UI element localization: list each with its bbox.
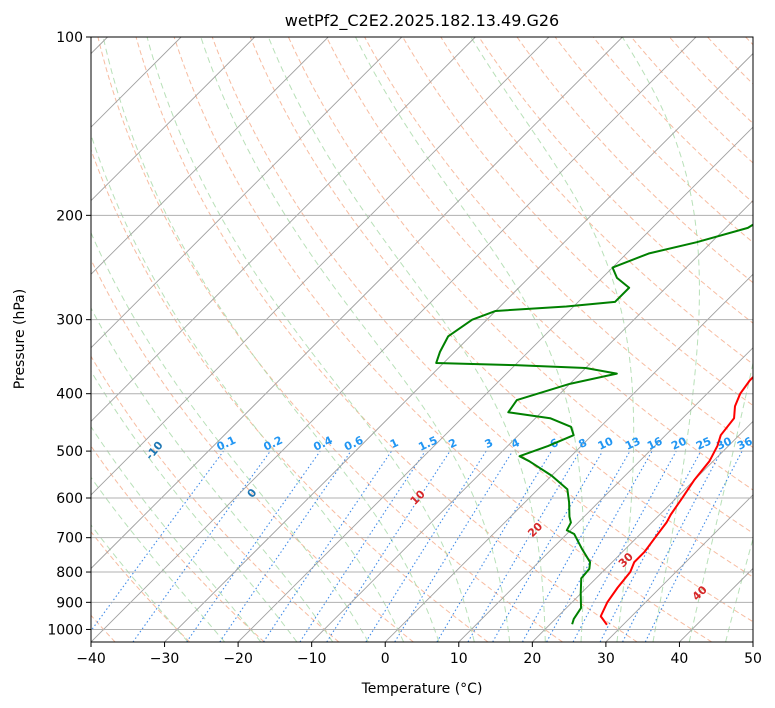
isotherm	[91, 37, 697, 642]
dry-adiabat	[91, 355, 340, 642]
y-tick-label: 400	[56, 387, 83, 403]
moist-adiabat	[725, 537, 753, 642]
moist-adiabat	[102, 37, 440, 642]
y-tick-label: 100	[56, 30, 83, 46]
isotherm	[384, 273, 753, 642]
x-tick-label: 0	[381, 651, 390, 667]
dry-adiabat	[287, 37, 753, 534]
mixing-ratio-line	[299, 450, 426, 642]
moist-adiabat	[621, 37, 700, 642]
moist-adiabat	[91, 370, 298, 642]
moist-adiabat	[91, 425, 262, 642]
x-tick-label: 10	[450, 651, 468, 667]
moist-adiabat	[91, 133, 405, 642]
y-axis-label: Pressure (hPa)	[12, 289, 28, 389]
mixing-ratio-line	[394, 450, 514, 642]
mixing-ratio-line	[521, 450, 631, 642]
x-axis-ticks: −40 −30 −20 −10 0 10 20 30 40 50	[76, 642, 762, 667]
x-tick-label: 30	[597, 651, 615, 667]
mixing-ratio-label: 16	[645, 434, 665, 452]
dry-adiabat	[592, 37, 753, 204]
x-tick-label: 50	[744, 651, 762, 667]
x-tick-label: −20	[223, 651, 253, 667]
moist-adiabat	[91, 231, 369, 642]
moist-adiabat	[688, 360, 753, 642]
dry-adiabat	[440, 37, 753, 365]
mixing-ratio-label: 13	[623, 435, 642, 453]
mixing-ratio-line	[91, 450, 224, 632]
mixing-ratio-line	[132, 450, 271, 642]
isotherm	[237, 126, 753, 642]
isotherm	[458, 347, 753, 642]
x-tick-label: −30	[150, 651, 180, 667]
moist-adiabat	[91, 476, 226, 642]
isotherm	[605, 494, 753, 642]
dry-adiabat	[91, 258, 414, 642]
dry-adiabat	[326, 37, 753, 491]
dry-adiabat	[97, 37, 563, 642]
moist-adiabat	[200, 37, 511, 642]
dry-adiabat	[249, 37, 753, 578]
moist-adiabat	[146, 37, 475, 642]
y-tick-label: 500	[56, 444, 83, 460]
mixing-ratio-line	[546, 450, 653, 642]
background-lines	[91, 37, 753, 642]
isotherm	[91, 37, 329, 275]
dry-adiabat	[402, 37, 753, 407]
dry-adiabat	[91, 531, 191, 642]
x-tick-label: −40	[76, 651, 106, 667]
moist-adiabat	[267, 37, 546, 642]
moist-adiabat	[91, 524, 189, 642]
isotherm	[91, 37, 403, 349]
moist-adiabat	[91, 307, 334, 642]
mixing-ratio-label: 20	[669, 434, 689, 452]
y-tick-label: 800	[56, 565, 83, 581]
moist-adiabat	[355, 37, 585, 642]
y-axis-ticks: 100 200 300 400 500 600 700 800 900 1000	[47, 30, 91, 638]
y-tick-label: 900	[56, 595, 83, 611]
mixing-ratio-label: 10	[596, 434, 616, 452]
mixing-ratio-line	[572, 450, 677, 642]
dry-adiabat	[211, 37, 753, 623]
mixing-ratio-label: 36	[735, 434, 755, 452]
dry-adiabat	[91, 148, 489, 642]
isotherm	[532, 420, 753, 642]
y-tick-label: 700	[56, 531, 83, 547]
mixing-ratio-label: 25	[694, 435, 713, 453]
x-tick-label: 40	[671, 651, 689, 667]
isotherm	[91, 37, 550, 496]
x-tick-label: −10	[297, 651, 327, 667]
dewpoint-profile	[435, 223, 753, 625]
temperature-profile	[599, 375, 753, 626]
isotherm	[311, 200, 753, 642]
mixing-ratio-line	[326, 450, 451, 642]
mixing-ratio-line	[644, 450, 743, 642]
dry-adiabat	[173, 37, 713, 642]
chart-title: wetPf2_C2E2.2025.182.13.49.G26	[285, 11, 559, 31]
dry-adiabat	[516, 37, 753, 284]
mixing-ratio-line	[219, 450, 352, 642]
y-tick-label: 600	[56, 491, 83, 507]
isotherm	[91, 37, 623, 570]
dry-adiabat	[478, 37, 753, 324]
profile-series	[435, 223, 753, 626]
plot-frame	[90, 36, 754, 643]
y-tick-label: 300	[56, 313, 83, 329]
mixing-ratio-line	[186, 450, 321, 642]
isotherm	[91, 37, 255, 202]
y-tick-label: 200	[56, 208, 83, 224]
y-tick-label: 1000	[47, 622, 83, 638]
isotherm	[91, 37, 476, 422]
dry-adiabat	[135, 37, 638, 642]
x-tick-label: 20	[523, 651, 541, 667]
isotherm	[164, 52, 753, 642]
pressure-grid	[91, 36, 753, 630]
x-axis-label: Temperature (°C)	[361, 681, 483, 697]
mixing-ratio-line	[263, 450, 392, 642]
